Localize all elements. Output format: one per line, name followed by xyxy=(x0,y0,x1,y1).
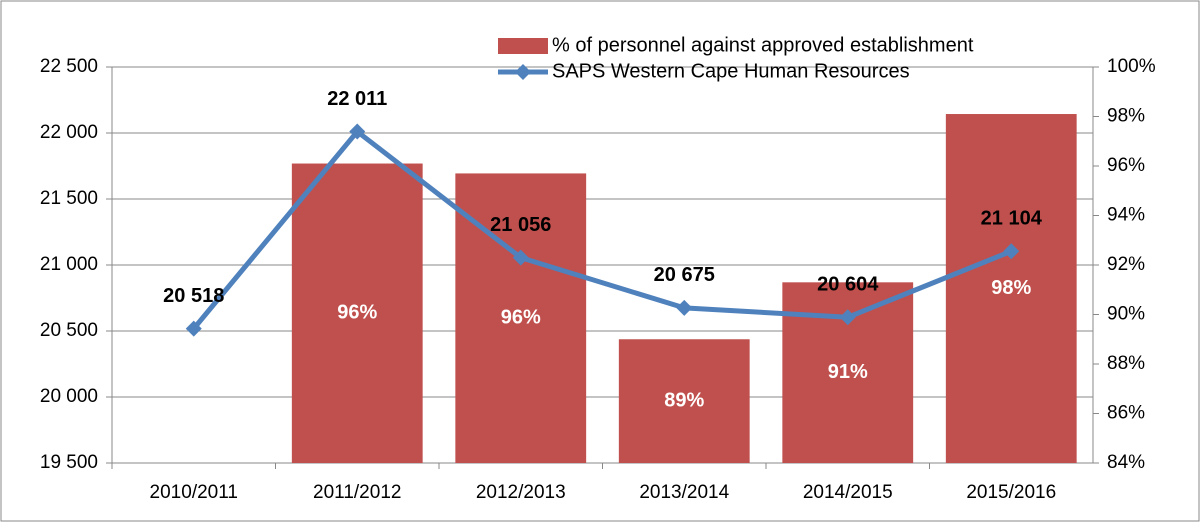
y-tick-label: 21 500 xyxy=(40,188,98,209)
y-tick-label: 20 000 xyxy=(40,386,98,407)
y2-tick-label: 100% xyxy=(1107,56,1156,77)
line xyxy=(191,129,1013,331)
line-value-label: 20 518 xyxy=(163,285,224,307)
line-marker xyxy=(512,249,529,266)
legend-label: % of personnel against approved establis… xyxy=(552,34,974,56)
y2-tick-label: 98% xyxy=(1107,106,1145,127)
line-marker xyxy=(185,320,202,337)
line-value-label: 21 104 xyxy=(981,208,1043,230)
x-tick-label: 2010/2011 xyxy=(150,482,238,503)
y2-tick-label: 90% xyxy=(1107,304,1145,325)
line-marker xyxy=(349,123,366,140)
x-tick-label: 2012/2013 xyxy=(476,482,566,503)
y2-tick-label: 94% xyxy=(1107,205,1145,226)
x-tick-label: 2013/2014 xyxy=(639,482,729,503)
bar xyxy=(291,163,423,463)
legend-swatch xyxy=(498,38,548,54)
y2-tick-label: 96% xyxy=(1107,155,1145,176)
bar-value-label: 98% xyxy=(991,277,1031,299)
y-tick-label: 22 000 xyxy=(40,122,98,143)
line-value-label: 20 604 xyxy=(817,274,879,296)
legend-swatch-marker xyxy=(515,64,531,80)
y2-tick-label: 86% xyxy=(1107,403,1145,424)
bar xyxy=(945,114,1077,464)
y-tick-label: 21 000 xyxy=(40,254,98,275)
y2-tick-label: 88% xyxy=(1107,353,1145,374)
bar-value-label: 96% xyxy=(337,302,377,324)
bar xyxy=(618,339,750,463)
x-tick-label: 2011/2012 xyxy=(313,482,401,503)
line-marker xyxy=(676,299,693,316)
line-value-label: 20 675 xyxy=(654,264,715,286)
x-tick-label: 2015/2016 xyxy=(966,482,1056,503)
y-tick-label: 20 500 xyxy=(40,320,98,341)
bar-value-label: 89% xyxy=(664,389,704,411)
y2-tick-label: 92% xyxy=(1107,254,1145,275)
y2-tick-label: 84% xyxy=(1107,452,1145,473)
bar-value-label: 91% xyxy=(828,361,868,383)
line-marker xyxy=(1003,243,1020,260)
line-value-label: 22 011 xyxy=(327,88,387,110)
y-tick-label: 22 500 xyxy=(40,56,98,77)
legend-label: SAPS Western Cape Human Resources xyxy=(552,60,910,82)
bar-value-label: 96% xyxy=(501,306,541,328)
line-marker xyxy=(839,309,856,326)
x-tick-label: 2014/2015 xyxy=(803,482,893,503)
line-value-label: 21 056 xyxy=(490,214,551,236)
y-tick-label: 19 500 xyxy=(40,452,98,473)
